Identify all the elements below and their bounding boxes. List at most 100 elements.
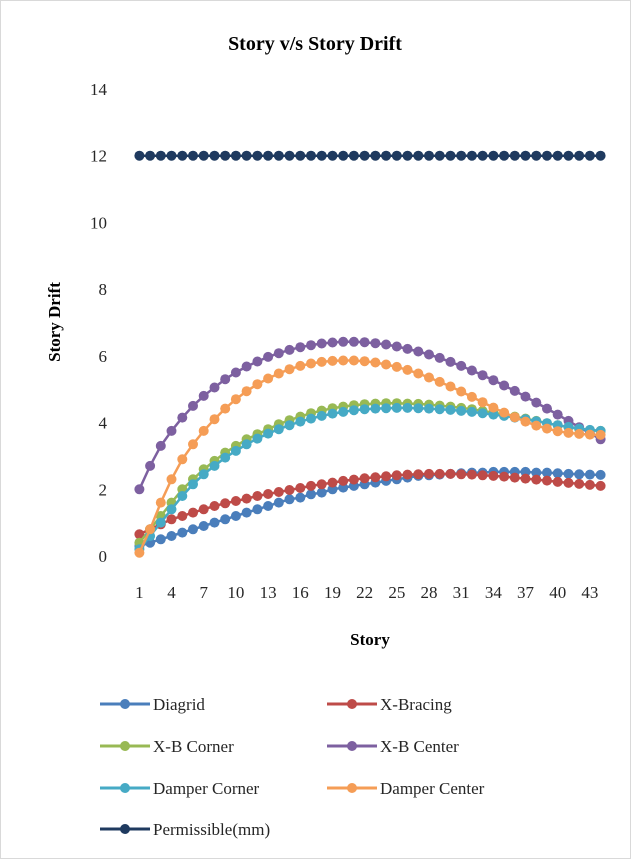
legend-swatch-marker [347, 783, 357, 793]
data-point [584, 150, 595, 161]
data-point [220, 514, 231, 525]
data-point [241, 150, 252, 161]
data-point [306, 150, 316, 161]
data-point [198, 504, 209, 515]
data-point [338, 406, 349, 417]
data-point [295, 342, 306, 353]
data-point [542, 403, 552, 414]
data-point [306, 489, 316, 500]
data-point [230, 150, 241, 161]
data-point [316, 150, 327, 161]
data-point [273, 487, 284, 497]
data-point [563, 427, 574, 438]
data-point [155, 517, 166, 528]
data-point [413, 368, 424, 379]
data-point [230, 496, 241, 506]
data-point [252, 491, 263, 501]
x-tick-label: 25 [388, 583, 405, 602]
data-point [177, 412, 188, 423]
data-point [509, 412, 520, 423]
x-tick-label: 43 [581, 583, 598, 602]
x-tick-label: 7 [199, 583, 208, 602]
data-point [359, 337, 370, 348]
data-point [509, 472, 520, 483]
data-point [209, 414, 220, 425]
data-point [338, 150, 349, 161]
data-point [542, 423, 552, 434]
data-point [542, 467, 552, 478]
data-point [295, 150, 306, 161]
data-point [177, 454, 188, 465]
data-point [520, 150, 531, 161]
data-point [241, 386, 252, 397]
legend: Diagrid X-Bracing X-B Corner X-B Center Damp… [100, 695, 485, 839]
data-point [263, 428, 274, 439]
data-point [434, 376, 445, 387]
data-point [263, 373, 274, 384]
data-point [177, 527, 188, 538]
data-point [434, 352, 445, 363]
series-x-bracing [134, 468, 606, 540]
data-point [488, 470, 499, 481]
data-point [284, 420, 295, 431]
data-point [563, 468, 574, 479]
legend-swatch-marker [120, 783, 130, 793]
data-point [456, 150, 467, 161]
data-point [370, 150, 381, 161]
data-point [456, 360, 467, 371]
data-point [434, 468, 445, 479]
data-point [252, 379, 263, 390]
data-point [531, 474, 542, 485]
data-point [166, 425, 177, 436]
data-point [499, 150, 510, 161]
data-point [477, 397, 488, 408]
legend-swatch-marker [120, 699, 130, 709]
x-tick-label: 16 [292, 583, 309, 602]
data-point [595, 480, 606, 491]
data-point [359, 150, 370, 161]
legend-item: X-Bracing [327, 695, 452, 714]
data-point [273, 348, 284, 359]
data-point [370, 403, 381, 414]
data-point [316, 338, 327, 349]
data-point [348, 355, 359, 366]
legend-item: X-B Corner [100, 737, 234, 756]
data-point [542, 150, 552, 161]
data-point [145, 150, 156, 161]
data-point [552, 476, 563, 487]
x-tick-label: 40 [549, 583, 566, 602]
data-point [284, 150, 295, 161]
data-point [177, 150, 188, 161]
data-point [134, 529, 145, 540]
data-point [220, 452, 231, 463]
data-point [273, 497, 284, 508]
data-point [284, 344, 295, 355]
data-point [488, 409, 499, 420]
legend-item: Damper Corner [100, 779, 260, 798]
data-point [477, 150, 488, 161]
data-point [445, 404, 456, 415]
y-tick-label: 0 [99, 547, 108, 566]
data-point [531, 467, 542, 478]
data-point [230, 394, 241, 405]
data-point [413, 346, 424, 357]
x-tick-label: 19 [324, 583, 341, 602]
data-point [359, 473, 370, 484]
data-point [263, 489, 274, 499]
series-line [138, 340, 602, 490]
data-point [134, 150, 145, 161]
data-point [166, 150, 177, 161]
y-tick-label: 2 [99, 480, 108, 499]
y-tick-label: 6 [99, 347, 108, 366]
data-point [370, 338, 381, 349]
data-point [306, 480, 316, 491]
data-point [595, 150, 606, 161]
data-point [552, 150, 563, 161]
data-point [241, 361, 252, 372]
data-point [306, 413, 316, 424]
data-point [230, 511, 241, 521]
legend-label: X-B Corner [153, 737, 234, 756]
data-point [198, 425, 209, 436]
data-point [273, 150, 284, 161]
